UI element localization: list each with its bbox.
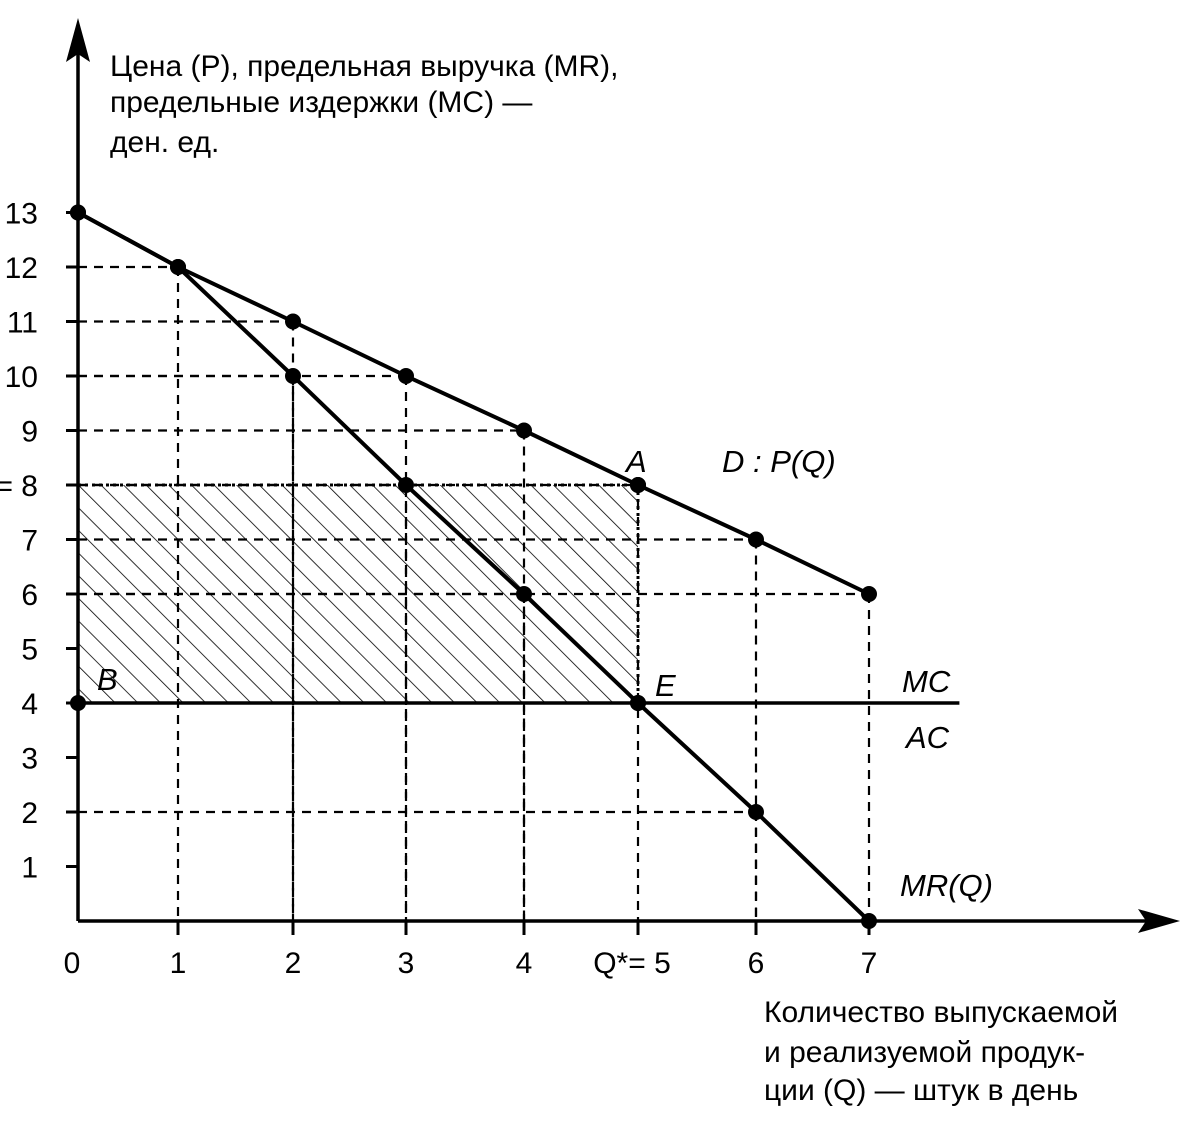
y-axis-title-line-1: Цена (P), предельная выручка (MR), bbox=[110, 50, 619, 83]
x-axis-title-line-3: ции (Q) — штук в день bbox=[764, 1074, 1078, 1107]
y-axis-title-line-3: ден. ед. bbox=[110, 126, 219, 159]
mr-point-marker bbox=[516, 586, 532, 602]
mr-point-marker bbox=[70, 204, 86, 221]
mr-point-marker bbox=[861, 913, 877, 929]
x-tick-label: 3 bbox=[398, 947, 415, 980]
demand-series-label: D : P(Q) bbox=[722, 444, 836, 479]
demand-point-marker bbox=[748, 531, 764, 548]
x-tick-label: 0 bbox=[64, 947, 81, 980]
x-tick-label: 4 bbox=[516, 947, 533, 980]
point-a-label: A bbox=[624, 444, 647, 479]
point-b-label: B bbox=[97, 662, 118, 697]
demand-point-marker bbox=[285, 313, 301, 330]
y-tick-label: 4 bbox=[21, 688, 38, 721]
y-tick-label: 2 bbox=[21, 797, 38, 830]
y-tick-label: 1 bbox=[21, 852, 38, 885]
mr-point-marker bbox=[748, 804, 764, 820]
x-axis-arrow bbox=[1138, 909, 1180, 933]
x-tick-label: 7 bbox=[861, 947, 878, 980]
mr-point-marker bbox=[170, 259, 186, 275]
mr-series-label: MR(Q) bbox=[900, 868, 993, 903]
x-tick-label: 6 bbox=[748, 947, 765, 980]
y-tick-label: 13 bbox=[5, 198, 38, 231]
y-axis-arrow bbox=[66, 18, 90, 62]
y-tick-label: 7 bbox=[21, 525, 38, 558]
ac-label: AC bbox=[904, 720, 950, 755]
point-b-marker bbox=[70, 695, 86, 711]
y-tick-label: 3 bbox=[21, 743, 38, 776]
mr-line bbox=[77, 210, 871, 923]
mc-label: MC bbox=[902, 664, 951, 699]
mr-point-marker bbox=[285, 368, 301, 384]
y-tick-label: 6 bbox=[21, 579, 38, 612]
point-e-marker bbox=[630, 695, 646, 711]
x-tick-label: 1 bbox=[170, 947, 187, 980]
x-tick-label: Q*= 5 bbox=[593, 947, 671, 980]
data-markers bbox=[70, 204, 877, 929]
y-tick-label: 11 bbox=[7, 307, 38, 340]
point-e-label: E bbox=[655, 668, 676, 703]
x-axis-title-line-2: и реализуемой продук- bbox=[764, 1036, 1085, 1069]
y-tick-label: 10 bbox=[5, 361, 38, 394]
y-tick-label: 5 bbox=[21, 634, 38, 667]
mr-point-marker bbox=[398, 477, 414, 493]
point-a-marker bbox=[630, 477, 646, 493]
demand-point-marker bbox=[398, 368, 414, 384]
demand-line bbox=[77, 210, 870, 596]
y-tick-label: = 8 bbox=[0, 470, 38, 503]
y-axis-title-line-2: предельные издержки (MC) — bbox=[110, 86, 532, 119]
demand-point-marker bbox=[516, 422, 532, 439]
x-axis-title-line-1: Количество выпускаемой bbox=[764, 996, 1118, 1029]
y-tick-label: 12 bbox=[5, 252, 38, 285]
y-tick-label: 9 bbox=[21, 416, 38, 449]
demand-point-marker bbox=[861, 586, 877, 602]
x-tick-label: 2 bbox=[285, 947, 302, 980]
